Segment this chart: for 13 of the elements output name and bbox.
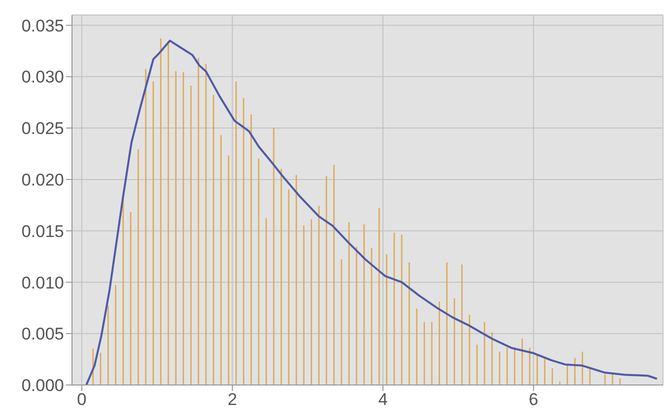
- y-tick-label: 0.030: [21, 68, 64, 87]
- y-tick-label: 0.005: [21, 324, 64, 344]
- y-tick-label: 0.015: [21, 222, 64, 241]
- y-tick-label: 0.020: [21, 170, 64, 190]
- y-tick-label: 0.000: [21, 376, 64, 396]
- y-tick-label: 0.025: [21, 119, 64, 138]
- y-tick-label: 0.010: [21, 273, 64, 292]
- x-tick-label: 2: [228, 390, 238, 410]
- y-tick-label: 0.035: [21, 16, 64, 36]
- x-tick-label: 0: [77, 390, 87, 410]
- x-tick-label: 4: [378, 390, 388, 410]
- line-series: [85, 40, 658, 385]
- x-tick-label: 6: [528, 390, 538, 410]
